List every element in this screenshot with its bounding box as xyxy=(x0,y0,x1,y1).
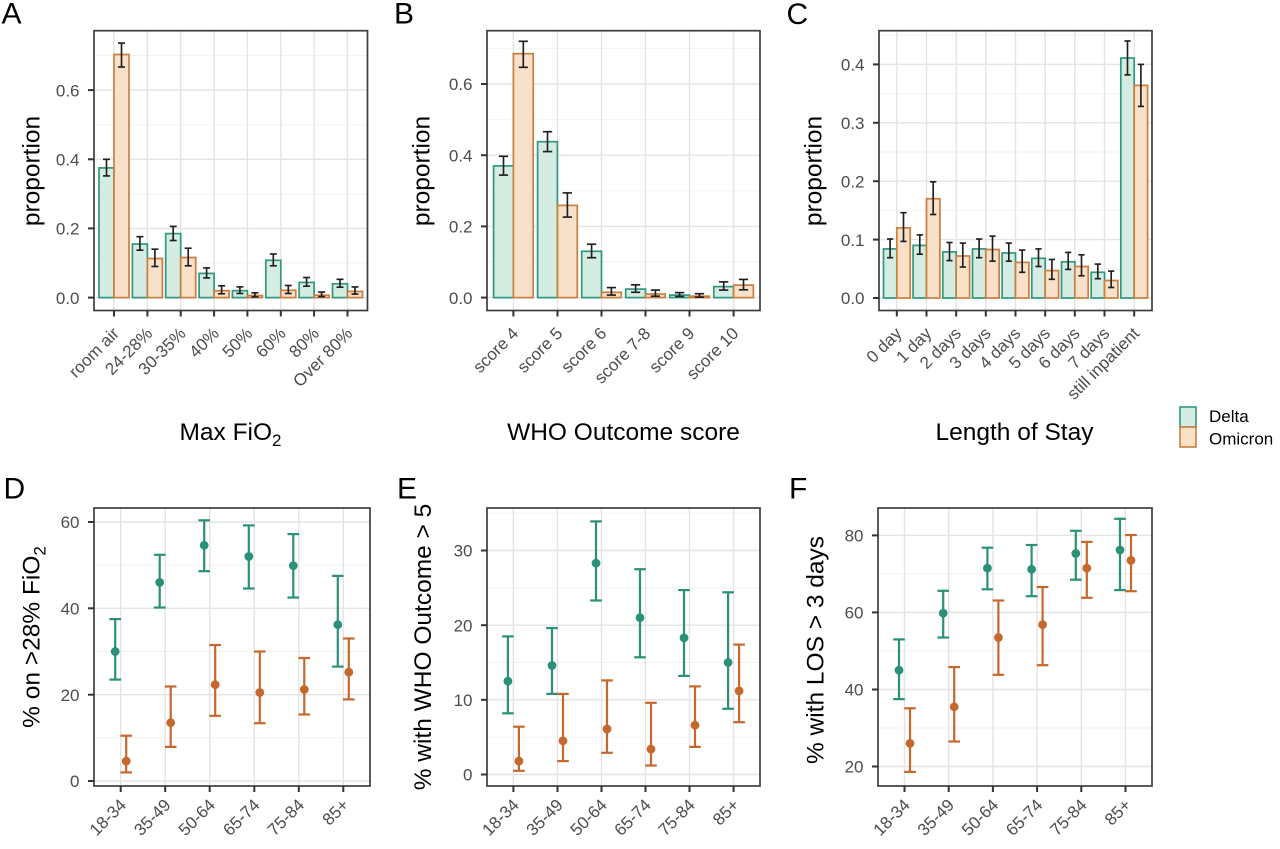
svg-text:0.4: 0.4 xyxy=(56,151,80,170)
svg-text:10: 10 xyxy=(454,691,473,710)
svg-text:60: 60 xyxy=(61,513,80,532)
svg-text:0: 0 xyxy=(70,772,79,791)
svg-text:0.2: 0.2 xyxy=(449,218,473,237)
svg-text:40: 40 xyxy=(61,600,80,619)
svg-text:40: 40 xyxy=(845,681,864,700)
svg-text:D: D xyxy=(4,473,26,506)
svg-text:0.4: 0.4 xyxy=(841,56,865,75)
svg-text:B: B xyxy=(394,0,414,31)
svg-text:Max FiO2: Max FiO2 xyxy=(179,419,281,450)
svg-text:Delta: Delta xyxy=(1209,407,1249,426)
svg-text:WHO Outcome score: WHO Outcome score xyxy=(507,419,740,446)
svg-text:0.4: 0.4 xyxy=(449,146,473,165)
svg-text:0.2: 0.2 xyxy=(56,220,80,239)
svg-text:Length of Stay: Length of Stay xyxy=(935,419,1094,446)
svg-text:0.6: 0.6 xyxy=(56,81,80,100)
svg-text:30: 30 xyxy=(454,542,473,561)
svg-text:0.0: 0.0 xyxy=(449,289,473,308)
svg-text:0.2: 0.2 xyxy=(841,172,865,191)
svg-text:0.6: 0.6 xyxy=(449,75,473,94)
svg-text:80: 80 xyxy=(845,527,864,546)
svg-text:60: 60 xyxy=(845,604,864,623)
svg-text:A: A xyxy=(2,0,22,31)
svg-text:F: F xyxy=(789,473,807,506)
svg-text:20: 20 xyxy=(454,616,473,635)
svg-text:Omicron: Omicron xyxy=(1209,430,1273,449)
svg-text:C: C xyxy=(787,0,809,31)
svg-text:0.3: 0.3 xyxy=(841,114,865,133)
svg-text:20: 20 xyxy=(845,758,864,777)
svg-text:proportion: proportion xyxy=(801,116,828,226)
svg-text:0.1: 0.1 xyxy=(841,231,865,250)
svg-text:% with WHO Outcome > 5: % with WHO Outcome > 5 xyxy=(410,504,437,791)
svg-text:0: 0 xyxy=(463,766,472,785)
svg-text:20: 20 xyxy=(61,686,80,705)
svg-text:proportion: proportion xyxy=(409,116,436,226)
svg-text:% on >28% FiO2: % on >28% FiO2 xyxy=(19,546,50,728)
svg-text:% with LOS > 3 days: % with LOS > 3 days xyxy=(803,536,830,764)
svg-text:0.0: 0.0 xyxy=(841,289,865,308)
svg-text:0.0: 0.0 xyxy=(56,289,80,308)
svg-text:E: E xyxy=(397,473,417,506)
svg-text:proportion: proportion xyxy=(19,116,46,226)
